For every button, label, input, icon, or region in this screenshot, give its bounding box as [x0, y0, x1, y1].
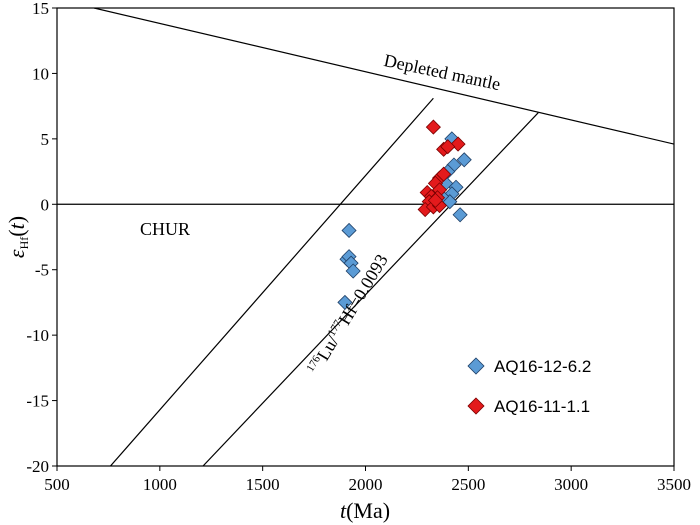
y-tick-label: 0: [41, 195, 50, 214]
plot-frame: [56, 7, 675, 467]
x-tick-label: 500: [44, 475, 70, 494]
x-tick-label: 3500: [657, 475, 691, 494]
data-point-series-1: [456, 152, 472, 168]
legend: AQ16-12-6.2 AQ16-11-1.1: [467, 357, 591, 416]
y-tick-label: -15: [26, 392, 49, 411]
y-tick-label: 15: [32, 0, 49, 18]
data-point-series-2: [436, 166, 452, 182]
reference-lines: [57, 8, 674, 466]
x-tick-label: 1000: [143, 475, 177, 494]
x-tick-label: 3000: [554, 475, 588, 494]
data-point-series-2: [440, 139, 456, 155]
y-tick-label: -10: [26, 326, 49, 345]
legend-marker-series-2: [467, 397, 485, 415]
x-tick-label: 1500: [246, 475, 280, 494]
legend-label-series-2: AQ16-11-1.1: [494, 397, 590, 416]
data-point-series-2: [425, 119, 441, 135]
reference-line-3: [110, 97, 434, 466]
y-axis: -20 -15 -10 -5 0 5 10 15: [26, 0, 57, 476]
data-point-series-1: [345, 263, 361, 279]
data-point-series-1: [337, 294, 353, 310]
data-point-series-1: [452, 207, 468, 223]
y-tick-label: -5: [35, 261, 49, 280]
data-point-series-2: [427, 192, 443, 208]
x-tick-label: 2500: [451, 475, 485, 494]
data-point-series-1: [341, 222, 357, 239]
y-tick-label: 5: [41, 130, 50, 149]
x-axis-title: t(Ma): [340, 498, 390, 523]
x-axis: 500 1000 1500 2000 2500 3000 3500: [44, 466, 691, 494]
legend-marker-series-1: [467, 357, 485, 375]
data-point-series-2: [450, 136, 466, 152]
y-axis-title: εHf(t): [4, 216, 31, 258]
x-tick-label: 2000: [349, 475, 383, 494]
reference-line-1: [93, 8, 674, 145]
y-tick-label: -20: [26, 457, 49, 476]
reference-line-4: [202, 112, 539, 466]
legend-label-series-1: AQ16-12-6.2: [494, 357, 591, 376]
y-tick-label: 10: [32, 64, 49, 83]
annotation-chur: CHUR: [140, 219, 190, 239]
data-points: [337, 119, 472, 310]
